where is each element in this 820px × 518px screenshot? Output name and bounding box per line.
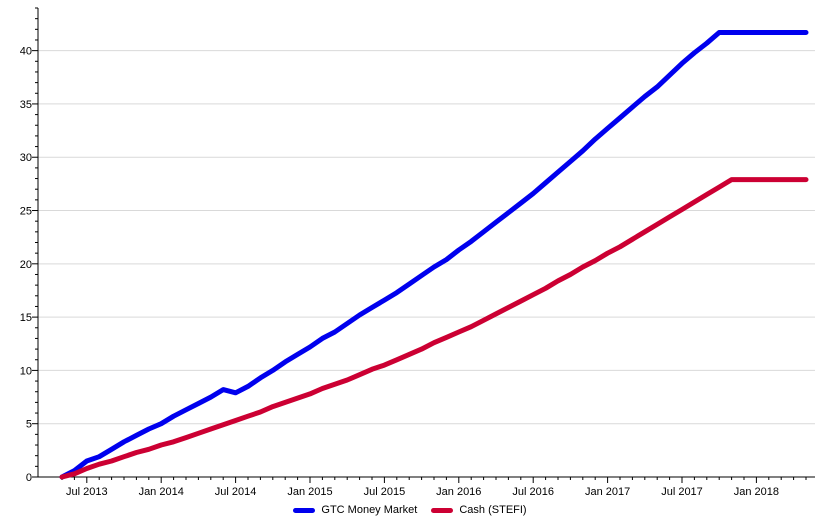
y-tick-label: 25 bbox=[20, 206, 32, 218]
x-tick-label: Jul 2014 bbox=[215, 486, 257, 498]
y-tick-label: 10 bbox=[20, 365, 32, 377]
x-tick-label: Jan 2016 bbox=[436, 486, 481, 498]
y-axis: 0 5 10 15 20 25 30 35 40 bbox=[20, 7, 39, 484]
legend-label-gtc: GTC Money Market bbox=[321, 504, 418, 516]
x-tick-label: Jan 2017 bbox=[585, 486, 630, 498]
x-tick-label: Jul 2017 bbox=[661, 486, 703, 498]
series-line-cash-stefi bbox=[59, 177, 809, 480]
legend-item-cash[interactable]: Cash (STEFI) bbox=[431, 504, 527, 516]
y-tick-label: 0 bbox=[26, 472, 32, 484]
x-tick-label: Jan 2018 bbox=[734, 486, 779, 498]
x-axis: Jul 2013 Jan 2014 Jul 2014 Jan 2015 Jul 2015… bbox=[38, 476, 815, 498]
legend-swatch-cash bbox=[431, 507, 454, 513]
y-tick-label: 35 bbox=[20, 99, 32, 111]
y-tick-label: 15 bbox=[20, 312, 32, 324]
legend-label-cash: Cash (STEFI) bbox=[459, 504, 527, 516]
series-line-gtc-money-market bbox=[59, 30, 809, 480]
legend-swatch-gtc bbox=[293, 507, 316, 513]
y-tick-label: 30 bbox=[20, 152, 32, 164]
legend-item-gtc[interactable]: GTC Money Market bbox=[293, 504, 417, 516]
x-tick-label: Jan 2014 bbox=[139, 486, 184, 498]
gridlines bbox=[38, 50, 815, 425]
x-tick-label: Jul 2015 bbox=[364, 486, 406, 498]
y-tick-label: 20 bbox=[20, 259, 32, 271]
x-tick-label: Jul 2013 bbox=[66, 486, 108, 498]
x-tick-label: Jul 2016 bbox=[512, 486, 554, 498]
legend: GTC Money Market Cash (STEFI) bbox=[0, 502, 820, 518]
series-lines bbox=[59, 30, 809, 480]
y-tick-label: 5 bbox=[26, 419, 32, 431]
x-tick-label: Jan 2015 bbox=[287, 486, 332, 498]
y-tick-label: 40 bbox=[20, 46, 32, 58]
